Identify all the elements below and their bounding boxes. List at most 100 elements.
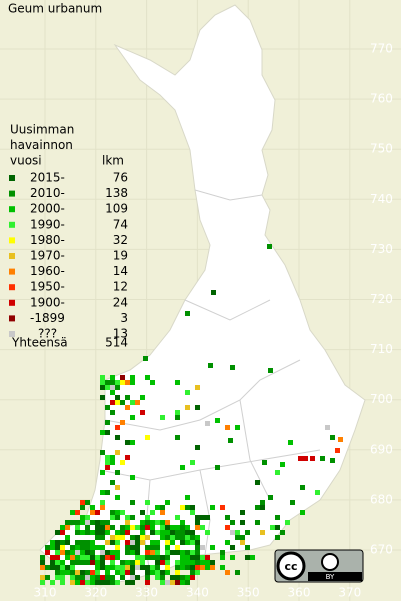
occurrence-cell	[175, 560, 180, 565]
occurrence-cell	[115, 395, 120, 400]
occurrence-cell	[100, 575, 105, 580]
occurrence-cell	[120, 510, 125, 515]
y-label: 690	[370, 442, 393, 456]
occurrence-cell	[95, 555, 100, 560]
occurrence-cell	[115, 545, 120, 550]
occurrence-cell	[135, 575, 140, 580]
occurrence-cell	[125, 530, 130, 535]
occurrence-cell	[230, 555, 235, 560]
occurrence-cell	[110, 515, 115, 520]
occurrence-cell	[105, 385, 110, 390]
occurrence-cell	[130, 375, 135, 380]
occurrence-cell	[170, 525, 175, 530]
occurrence-cell	[125, 455, 130, 460]
occurrence-cell	[85, 580, 90, 585]
occurrence-cell	[185, 405, 190, 410]
legend-label: 2000-	[30, 202, 65, 216]
occurrence-cell	[140, 555, 145, 560]
occurrence-cell	[338, 437, 343, 442]
occurrence-cell	[185, 580, 190, 585]
legend-label: ???	[38, 327, 57, 341]
occurrence-cell	[310, 456, 315, 461]
occurrence-cell	[175, 565, 180, 570]
legend-swatch	[9, 284, 15, 291]
occurrence-cell	[180, 465, 185, 470]
occurrence-cell	[275, 525, 280, 530]
occurrence-cell	[75, 560, 80, 565]
legend-count: 109	[105, 202, 128, 216]
occurrence-cell	[125, 440, 130, 445]
occurrence-cell	[195, 535, 200, 540]
occurrence-cell	[180, 580, 185, 585]
occurrence-cell	[220, 565, 225, 570]
occurrence-cell	[145, 500, 150, 505]
occurrence-cell	[85, 525, 90, 530]
occurrence-cell	[170, 580, 175, 585]
occurrence-cell	[100, 470, 105, 475]
occurrence-cell	[250, 555, 255, 560]
occurrence-cell	[45, 565, 50, 570]
occurrence-cell	[208, 363, 213, 368]
occurrence-cell	[170, 540, 175, 545]
occurrence-cell	[90, 560, 95, 565]
occurrence-cell	[170, 530, 175, 535]
occurrence-cell	[65, 540, 70, 545]
occurrence-cell	[230, 545, 235, 550]
occurrence-cell	[65, 550, 70, 555]
occurrence-cell	[185, 540, 190, 545]
occurrence-cell	[90, 510, 95, 515]
occurrence-cell	[225, 425, 230, 430]
occurrence-cell	[230, 365, 235, 370]
occurrence-cell	[110, 460, 115, 465]
y-label: 750	[370, 142, 393, 156]
occurrence-cell	[205, 421, 210, 426]
occurrence-cell	[155, 550, 160, 555]
occurrence-cell	[105, 530, 110, 535]
occurrence-cell	[240, 510, 245, 515]
occurrence-cell	[190, 530, 195, 535]
occurrence-cell	[60, 575, 65, 580]
occurrence-cell	[335, 448, 340, 453]
x-label: 360	[288, 586, 311, 600]
occurrence-cell	[125, 380, 130, 385]
occurrence-cell	[150, 525, 155, 530]
occurrence-cell	[45, 575, 50, 580]
occurrence-cell	[255, 505, 260, 510]
occurrence-cell	[195, 405, 200, 410]
occurrence-cell	[105, 525, 110, 530]
occurrence-cell	[80, 505, 85, 510]
legend-swatch	[9, 190, 15, 197]
occurrence-cell	[195, 540, 200, 545]
occurrence-cell	[120, 460, 125, 465]
occurrence-cell	[85, 555, 90, 560]
occurrence-cell	[210, 505, 215, 510]
occurrence-cell	[190, 540, 195, 545]
occurrence-cell	[105, 550, 110, 555]
occurrence-cell	[145, 570, 150, 575]
occurrence-cell	[110, 550, 115, 555]
occurrence-cell	[65, 565, 70, 570]
occurrence-cell	[190, 460, 195, 465]
occurrence-cell	[145, 435, 150, 440]
occurrence-cell	[165, 525, 170, 530]
occurrence-cell	[100, 555, 105, 560]
occurrence-cell	[75, 525, 80, 530]
occurrence-cell	[135, 525, 140, 530]
occurrence-cell	[180, 560, 185, 565]
legend-count: 138	[105, 186, 128, 200]
occurrence-cell	[180, 575, 185, 580]
occurrence-cell	[100, 505, 105, 510]
occurrence-cell	[75, 530, 80, 535]
occurrence-cell	[260, 500, 265, 505]
occurrence-cell	[200, 555, 205, 560]
occurrence-cell	[315, 490, 320, 495]
occurrence-cell	[130, 415, 135, 420]
occurrence-cell	[180, 525, 185, 530]
occurrence-cell	[140, 395, 145, 400]
occurrence-cell	[100, 545, 105, 550]
occurrence-cell	[90, 530, 95, 535]
occurrence-cell	[110, 555, 115, 560]
occurrence-cell	[165, 570, 170, 575]
occurrence-cell	[225, 515, 230, 520]
